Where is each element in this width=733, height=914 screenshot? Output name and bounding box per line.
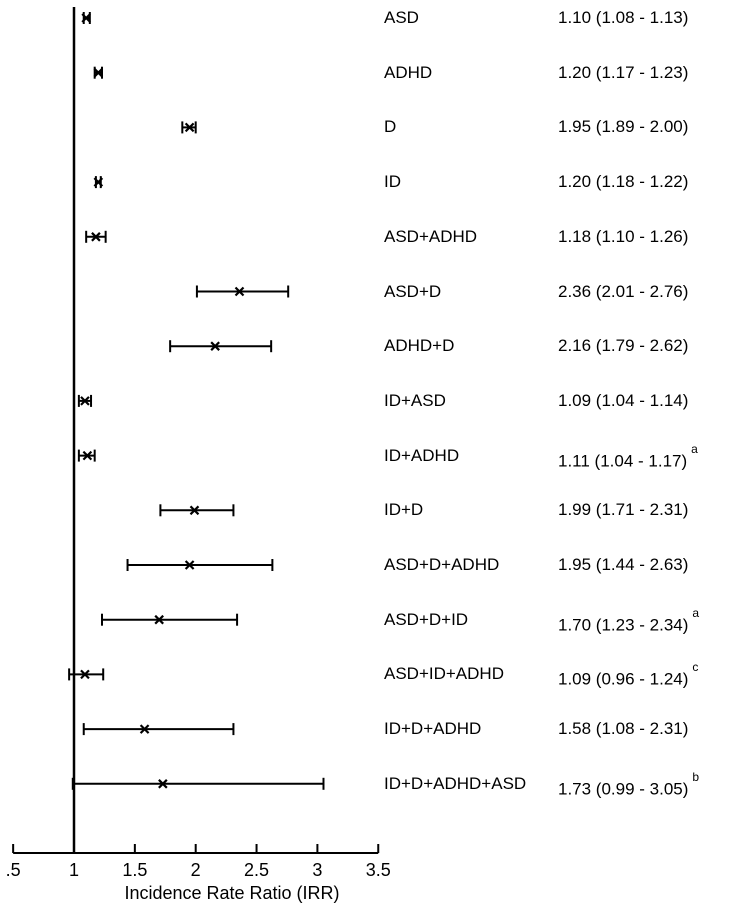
row-label: ADHD+D bbox=[384, 336, 455, 356]
row-value: 2.16 (1.79 - 2.62) bbox=[558, 336, 688, 356]
point-marker bbox=[80, 396, 90, 406]
x-axis-tick-label: 2.5 bbox=[244, 860, 270, 880]
point-marker bbox=[81, 13, 91, 23]
x-axis-tick-label: 1.5 bbox=[122, 860, 148, 880]
row-estimate-text: 1.10 (1.08 - 1.13) bbox=[558, 8, 689, 27]
error-bar bbox=[195, 285, 290, 298]
x-axis-title: Incidence Rate Ratio (IRR) bbox=[124, 883, 340, 903]
error-bar bbox=[93, 66, 104, 79]
row-note-superscript: c bbox=[692, 660, 699, 675]
row-value: 1.18 (1.10 - 1.26) bbox=[558, 227, 688, 247]
error-bar bbox=[93, 176, 104, 189]
row-estimate-text: 1.20 (1.18 - 1.22) bbox=[558, 172, 689, 192]
row-value: 1.95 (1.44 - 2.63) bbox=[558, 555, 688, 575]
error-bar bbox=[81, 12, 91, 24]
row-value: 1.10 (1.08 - 1.13) bbox=[558, 8, 688, 28]
row-value: 1.09 (0.96 - 1.24)c bbox=[558, 660, 698, 690]
row-label: D bbox=[384, 117, 397, 137]
x-axis-tick-label: 3.5 bbox=[365, 860, 391, 880]
row-label: ASD+D+ID bbox=[384, 609, 469, 629]
point-marker bbox=[189, 505, 200, 516]
error-bar bbox=[181, 121, 197, 134]
point-marker bbox=[234, 286, 245, 297]
point-marker bbox=[80, 669, 90, 680]
row-label: ID+ADHD bbox=[384, 445, 460, 465]
row-label: ASD+ID+ADHD bbox=[384, 664, 504, 684]
point-marker bbox=[139, 724, 150, 734]
error-bar bbox=[100, 613, 239, 626]
point-marker bbox=[93, 177, 104, 187]
point-marker bbox=[210, 341, 220, 351]
point-marker bbox=[93, 67, 104, 78]
row-estimate-text: 1.95 (1.89 - 2.00) bbox=[558, 117, 689, 137]
point-marker bbox=[154, 614, 164, 625]
x-axis-tick-label: 3 bbox=[312, 860, 323, 880]
row-note-superscript: b bbox=[692, 769, 700, 784]
row-value: 1.20 (1.18 - 1.22) bbox=[558, 172, 688, 192]
row-estimate-text: 1.73 (0.99 - 3.05) bbox=[558, 779, 689, 799]
x-axis-tick-label: .5 bbox=[5, 860, 21, 880]
error-bar bbox=[159, 504, 235, 517]
row-value: 1.73 (0.99 - 3.05)b bbox=[558, 770, 699, 800]
error-bar bbox=[82, 723, 235, 736]
row-note-superscript: a bbox=[691, 441, 698, 456]
row-value: 1.95 (1.89 - 2.00) bbox=[558, 117, 688, 137]
error-bar bbox=[77, 449, 96, 462]
point-marker bbox=[158, 779, 168, 789]
row-estimate-text: 1.58 (1.08 - 2.31) bbox=[558, 719, 689, 739]
error-bar bbox=[68, 668, 105, 681]
x-axis-tick-label: 2 bbox=[190, 860, 201, 880]
row-value: 1.20 (1.17 - 1.23) bbox=[558, 63, 688, 83]
row-label: ID+ASD bbox=[384, 390, 446, 410]
row-label: ADHD bbox=[384, 62, 433, 82]
point-marker bbox=[82, 450, 93, 461]
row-estimate-text: 2.36 (2.01 - 2.76) bbox=[558, 281, 689, 301]
row-label: ID+D+ADHD bbox=[384, 719, 482, 739]
row-value: 2.36 (2.01 - 2.76) bbox=[558, 282, 688, 302]
row-label: ID+D+ADHD+ASD bbox=[384, 773, 527, 793]
error-bar bbox=[85, 230, 107, 243]
row-value: 1.58 (1.08 - 2.31) bbox=[558, 719, 688, 739]
row-label: ASD+D+ADHD bbox=[384, 555, 500, 574]
x-axis-tick-label: 1 bbox=[68, 860, 80, 880]
point-marker bbox=[184, 122, 195, 133]
point-marker bbox=[91, 232, 101, 242]
point-marker bbox=[184, 560, 195, 570]
row-estimate-text: 1.09 (0.96 - 1.24) bbox=[558, 670, 689, 690]
error-bar bbox=[169, 340, 273, 353]
row-estimate-text: 1.09 (1.04 - 1.14) bbox=[558, 390, 689, 410]
row-value: 1.11 (1.04 - 1.17)a bbox=[558, 442, 698, 472]
row-label: ID+D bbox=[384, 500, 424, 520]
row-label: ASD+ADHD bbox=[384, 226, 478, 246]
row-label: ID bbox=[384, 172, 401, 192]
row-estimate-text: 1.11 (1.04 - 1.17) bbox=[558, 451, 688, 471]
row-value: 1.99 (1.71 - 2.31) bbox=[558, 500, 688, 520]
row-label: ASD+D bbox=[384, 281, 442, 301]
row-estimate-text: 1.18 (1.10 - 1.26) bbox=[558, 226, 689, 246]
row-estimate-text: 1.70 (1.23 - 2.34) bbox=[558, 615, 689, 635]
row-estimate-text: 1.20 (1.17 - 1.23) bbox=[558, 62, 689, 82]
row-estimate-text: 1.99 (1.71 - 2.31) bbox=[558, 500, 689, 520]
row-label: ASD bbox=[384, 8, 419, 27]
row-note-superscript: a bbox=[692, 605, 700, 620]
row-value: 1.70 (1.23 - 2.34)a bbox=[558, 606, 699, 636]
error-bar bbox=[77, 394, 93, 407]
error-bar bbox=[71, 777, 325, 790]
row-estimate-text: 1.95 (1.44 - 2.63) bbox=[558, 555, 689, 574]
error-bar bbox=[126, 559, 274, 571]
row-value: 1.09 (1.04 - 1.14) bbox=[558, 391, 688, 411]
row-estimate-text: 2.16 (1.79 - 2.62) bbox=[558, 336, 689, 356]
